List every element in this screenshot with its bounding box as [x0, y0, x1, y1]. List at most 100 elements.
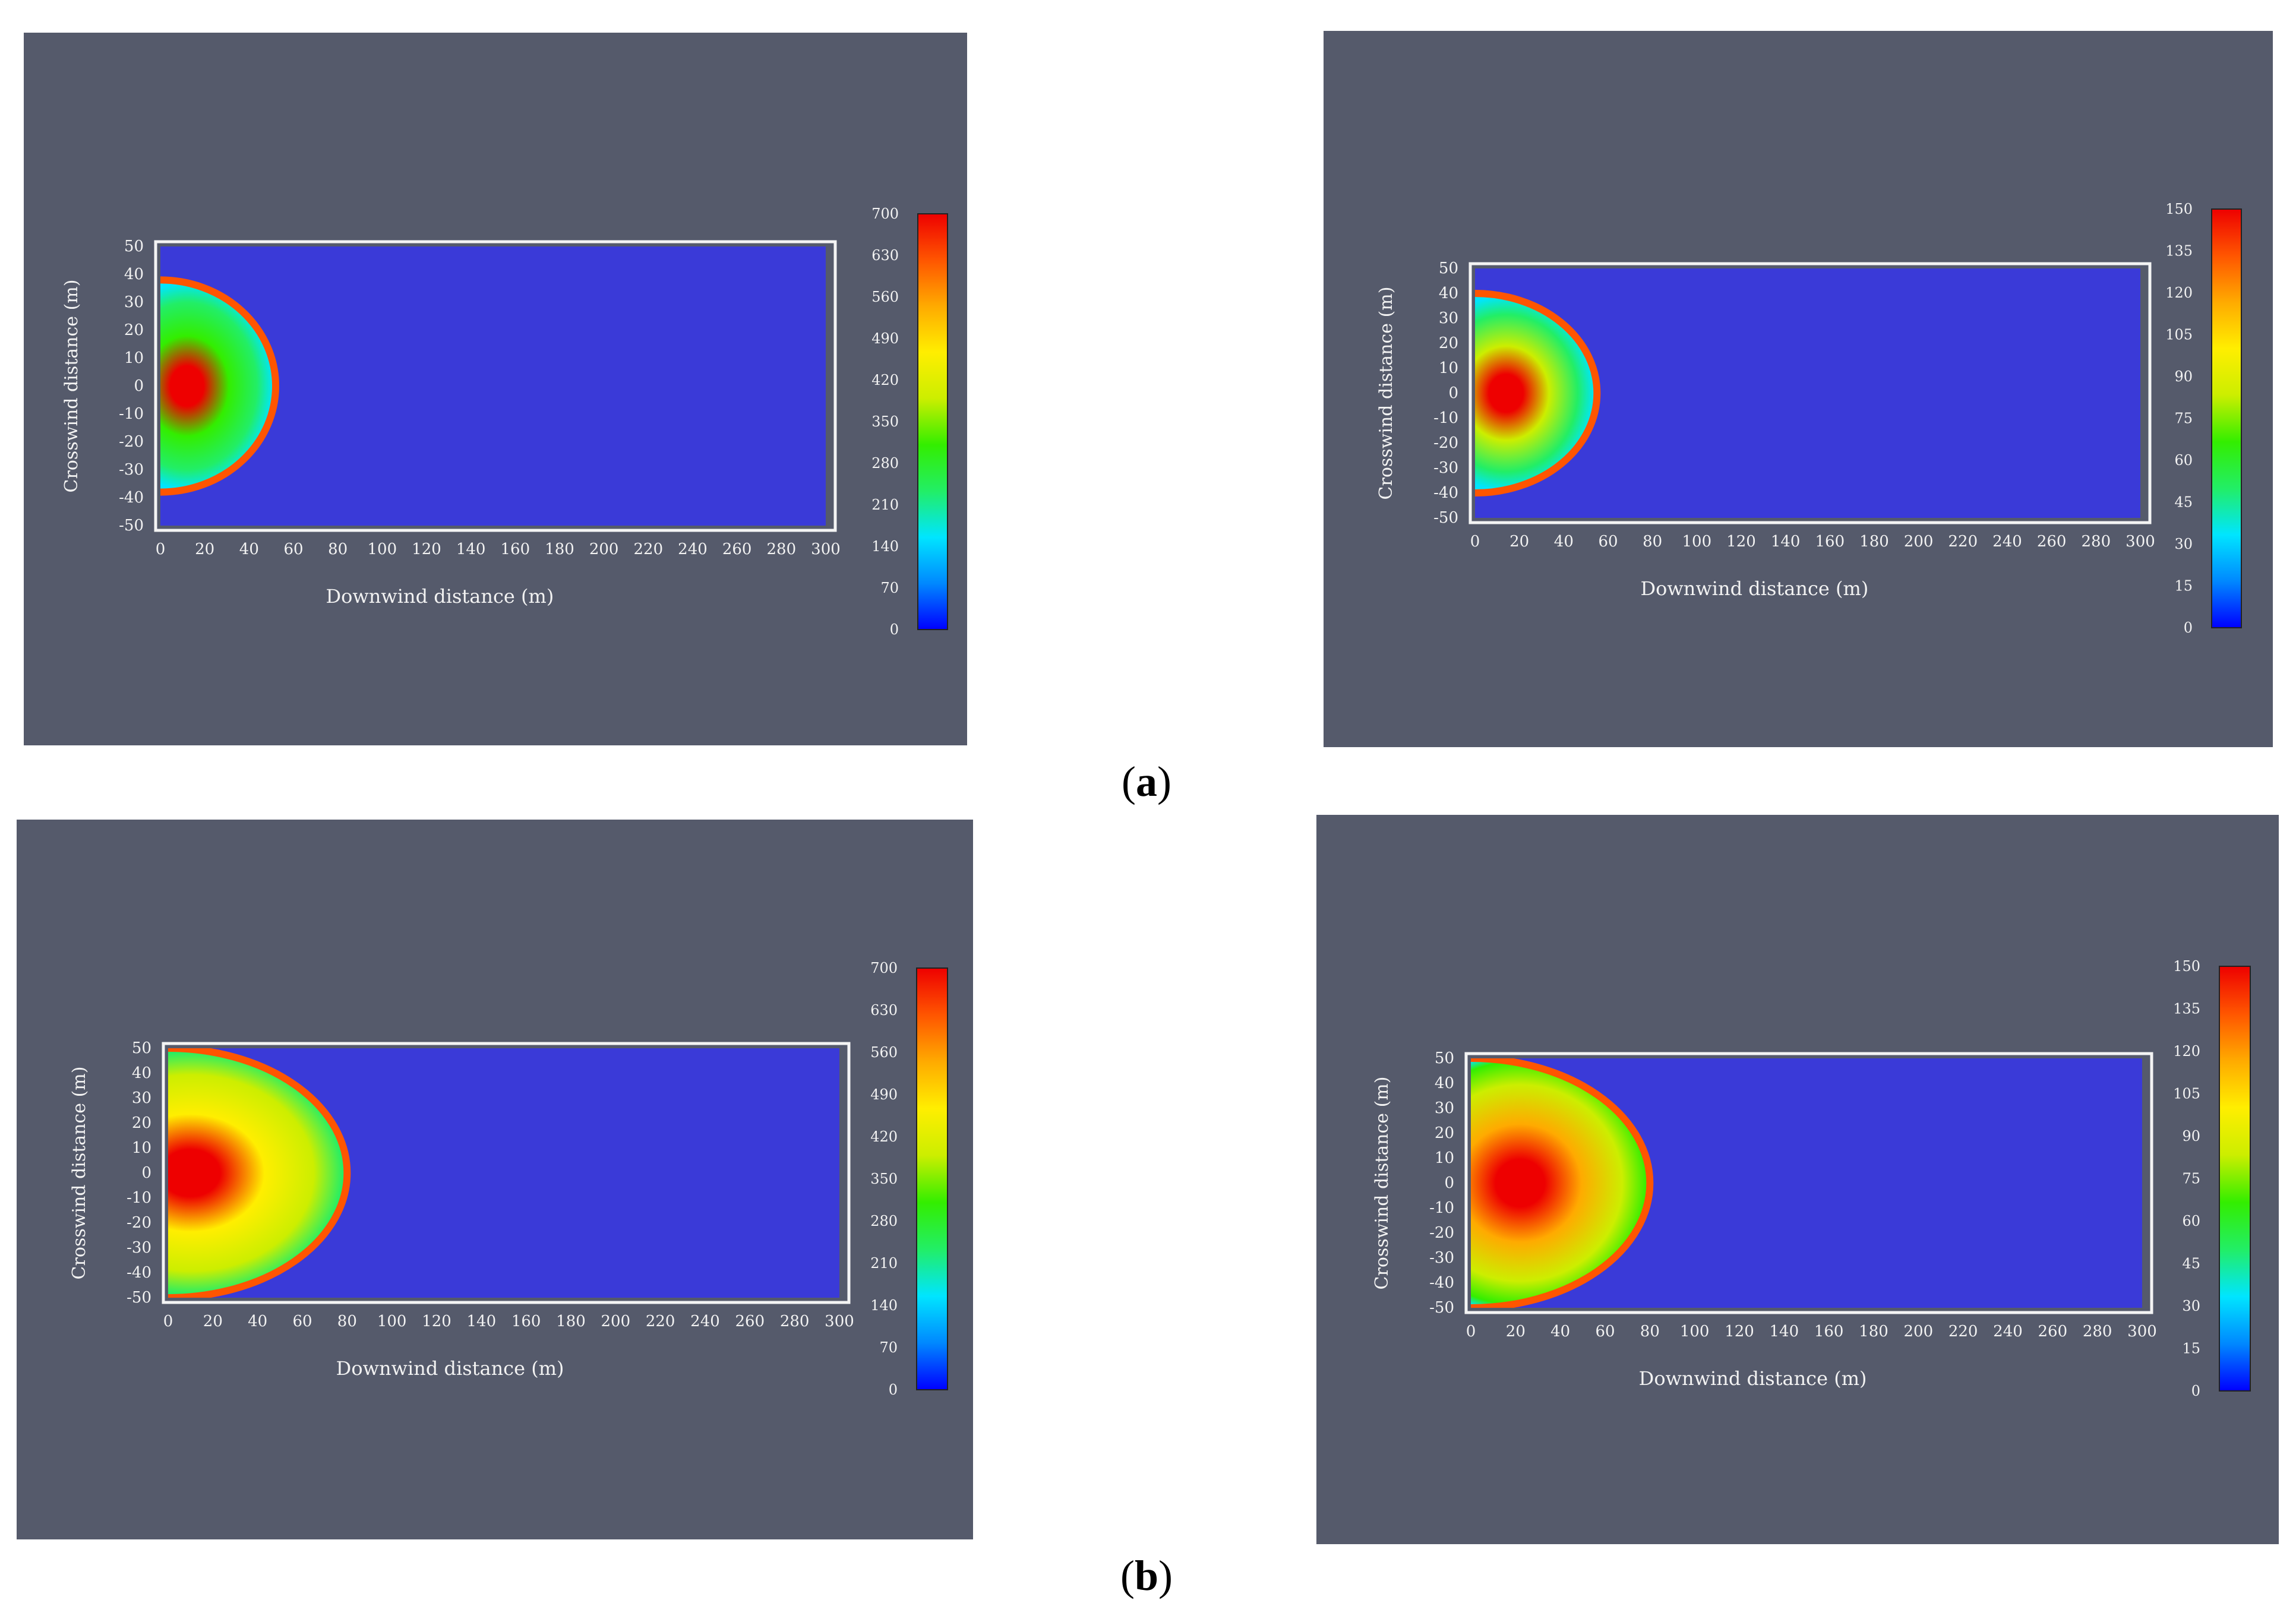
colorbar-tick-label: 630	[871, 247, 899, 264]
y-tick-label: -50	[127, 1289, 151, 1307]
x-tick-label: 40	[1550, 1323, 1570, 1340]
x-tick-label: 160	[501, 540, 530, 558]
caption-b-letter: b	[1134, 1552, 1159, 1599]
x-tick-label: 60	[1595, 1323, 1615, 1340]
y-axis-label: Crosswind distance (m)	[69, 1067, 90, 1280]
colorbar-tick-label: 120	[2165, 284, 2193, 301]
colorbar-tick-label: 280	[871, 455, 899, 472]
panel-b-right: 50 40 30 20 10 0 -10 -20 -30 -40 -50 0 20 40 60 80 100 12…	[1316, 815, 2279, 1544]
x-tick-label: 160	[511, 1313, 541, 1330]
x-tick-label: 200	[1904, 1323, 1934, 1340]
x-tick-label: 60	[283, 540, 303, 558]
x-tick-label: 220	[634, 540, 664, 558]
colorbar-tick-label: 15	[2182, 1340, 2200, 1357]
y-tick-label: -30	[127, 1239, 151, 1257]
x-axis-label: Downwind distance (m)	[1639, 1367, 1867, 1390]
x-tick-label: 300	[2126, 533, 2155, 551]
x-tick-label: 220	[1948, 533, 1978, 551]
colorbar-tick-label: 210	[871, 497, 899, 513]
colorbar-tick-label: 75	[2174, 410, 2193, 427]
y-tick-label: 20	[124, 321, 144, 339]
plume-body	[1471, 1058, 1650, 1308]
x-tick-label: 180	[556, 1313, 586, 1330]
x-tick-label: 280	[780, 1313, 810, 1330]
x-tick-label: 120	[1725, 1323, 1754, 1340]
y-tick-label: -20	[127, 1214, 151, 1232]
plume-front	[160, 276, 280, 496]
colorbar-tick-label: 0	[2191, 1383, 2200, 1399]
colorbar-tick-label: 560	[870, 1044, 898, 1061]
x-tick-label: 140	[1770, 1323, 1799, 1340]
y-tick-label: 30	[1439, 309, 1458, 327]
y-tick-label: 20	[1439, 334, 1458, 352]
colorbar-tick-label: 105	[2165, 327, 2193, 343]
x-tick-label: 0	[163, 1313, 173, 1330]
x-tick-label: 200	[1904, 533, 1934, 551]
y-tick-label: 20	[1435, 1124, 1454, 1142]
colorbar-tick-label: 700	[870, 960, 898, 976]
domain-frame	[154, 240, 837, 532]
y-tick-label: -20	[119, 433, 144, 451]
colorbar-tick-label: 140	[871, 538, 899, 555]
colorbar-tick-label: 70	[879, 1339, 898, 1356]
colorbar-tick-label: 45	[2174, 494, 2193, 511]
y-tick-label: -10	[1429, 1199, 1454, 1217]
caption-b: (b)	[1120, 1552, 1173, 1599]
x-tick-label: 60	[1598, 533, 1618, 551]
x-tick-label: 220	[1948, 1323, 1978, 1340]
x-tick-label: 300	[811, 540, 841, 558]
colorbar-tick-label: 150	[2173, 958, 2200, 975]
x-tick-label: 80	[337, 1313, 357, 1330]
colorbar-tick-label: 210	[870, 1255, 898, 1272]
y-tick-label: 10	[1439, 359, 1458, 377]
x-tick-label: 260	[735, 1313, 765, 1330]
colorbar-tick-label: 105	[2173, 1086, 2200, 1102]
colorbar-tick-label: 560	[871, 289, 899, 305]
colorbar	[916, 967, 948, 1390]
plume-body	[160, 280, 276, 492]
domain-frame	[162, 1042, 851, 1304]
x-tick-label: 300	[825, 1313, 854, 1330]
plume-front	[1471, 1058, 1654, 1308]
colorbar-tick-label: 70	[880, 580, 899, 596]
x-tick-label: 40	[248, 1313, 267, 1330]
domain-frame	[1468, 262, 2152, 524]
x-tick-label: 160	[1815, 533, 1845, 551]
colorbar-tick-label: 90	[2174, 368, 2193, 385]
x-tick-label: 200	[589, 540, 619, 558]
x-tick-label: 260	[2037, 533, 2067, 551]
y-tick-label: 40	[132, 1064, 151, 1082]
x-tick-label: 40	[1554, 533, 1574, 551]
y-tick-label: 0	[1444, 1174, 1454, 1192]
y-tick-label: 30	[1435, 1099, 1454, 1117]
colorbar-tick-label: 350	[870, 1171, 898, 1187]
colorbar-tick-label: 75	[2182, 1171, 2200, 1187]
y-tick-label: 0	[141, 1164, 151, 1182]
y-tick-label: -30	[1433, 459, 1458, 477]
x-tick-label: 180	[545, 540, 574, 558]
colorbar-tick-label: 60	[2182, 1213, 2200, 1229]
x-tick-label: 140	[456, 540, 486, 558]
y-tick-label: 20	[132, 1114, 151, 1132]
y-tick-label: -40	[119, 489, 144, 507]
x-tick-label: 20	[203, 1313, 223, 1330]
y-tick-label: -10	[1433, 409, 1458, 427]
colorbar-tick-label: 135	[2173, 1001, 2200, 1017]
y-tick-label: -50	[1433, 509, 1458, 527]
x-axis-label: Downwind distance (m)	[1640, 577, 1868, 600]
x-tick-label: 280	[2083, 1323, 2112, 1340]
panel-a-left: 50 40 30 20 10 0 -10 -20 -30 -40 -50 0 20 40 60 80 100 12…	[24, 33, 967, 745]
colorbar-tick-label: 15	[2174, 578, 2193, 595]
x-tick-label: 40	[239, 540, 259, 558]
y-axis-label: Crosswind distance (m)	[61, 280, 82, 493]
y-tick-label: -50	[1429, 1299, 1454, 1317]
x-tick-label: 280	[767, 540, 797, 558]
y-tick-label: 50	[132, 1039, 151, 1057]
y-tick-label: 50	[1439, 260, 1458, 277]
x-tick-label: 160	[1814, 1323, 1844, 1340]
colorbar-tick-label: 90	[2182, 1128, 2200, 1144]
y-tick-label: 50	[124, 238, 144, 255]
colorbar	[917, 213, 948, 630]
